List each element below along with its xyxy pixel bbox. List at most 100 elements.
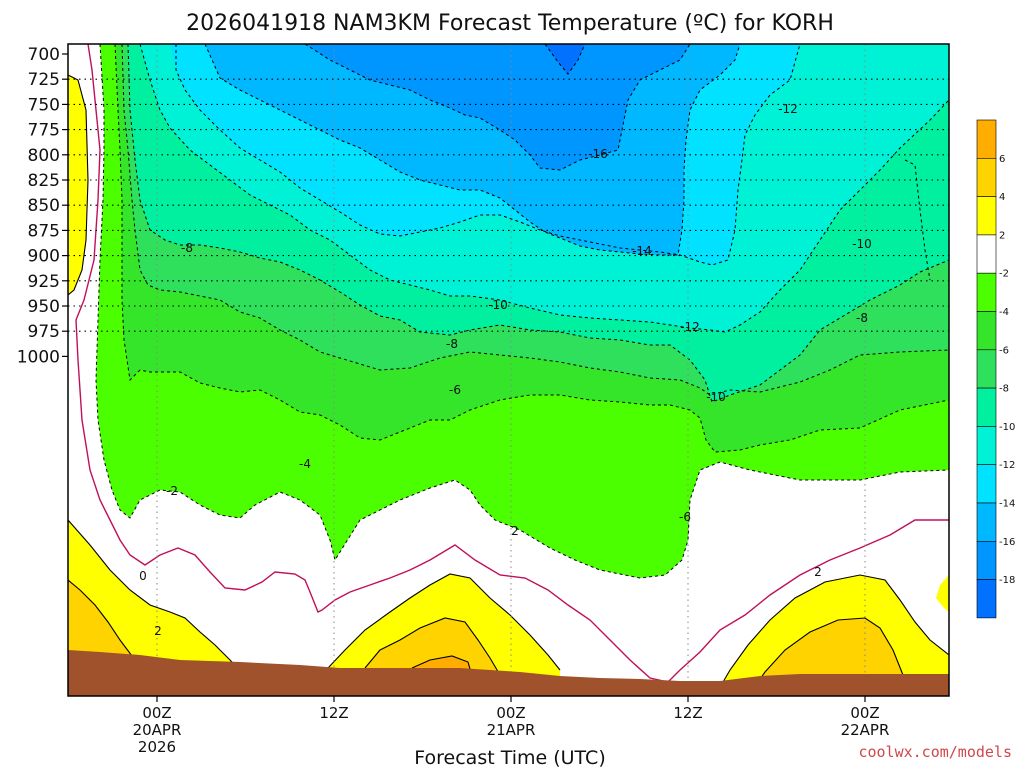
- colorbar-label: -4: [999, 307, 1009, 318]
- contour-label: -12: [680, 320, 700, 334]
- colorbar: 6 4 2 -2 -4 -6 -8 -10 -12 -14 -16 -18: [976, 119, 1015, 619]
- y-tick-label: 850: [28, 196, 60, 216]
- y-tick-label: 1000: [17, 347, 60, 367]
- contour-line-2-right: [714, 574, 949, 696]
- contour-line-minus6: [121, 44, 949, 396]
- contour-line-layer: [68, 44, 949, 696]
- colorbar-swatch: [976, 272, 997, 312]
- contour-label: -8: [446, 337, 458, 351]
- contour-label: 2: [511, 524, 519, 538]
- contour-label: -8: [181, 241, 193, 255]
- grid-layer: [68, 44, 949, 696]
- y-tick-label: 700: [28, 45, 60, 65]
- colorbar-swatch: [976, 502, 997, 542]
- contour-line-2-center: [327, 573, 561, 671]
- colorbar-swatch: [976, 387, 997, 427]
- x-tick-label: 12Z: [673, 704, 702, 722]
- temp-band-2-4-right-edge: [936, 575, 949, 612]
- colorbar-label: -16: [999, 537, 1015, 548]
- x-tick-label: 12Z: [319, 704, 348, 722]
- colorbar-swatch: [976, 464, 997, 504]
- contour-label: 0: [139, 569, 147, 583]
- credit-text: coolwx.com/models: [858, 743, 1012, 761]
- colorbar-swatch: [976, 119, 997, 159]
- y-tick-label: 800: [28, 146, 60, 166]
- x-tick-label: 20APR: [133, 721, 182, 739]
- colorbar-label: -12: [999, 460, 1015, 471]
- colorbar-label: -18: [999, 575, 1015, 586]
- contour-line-0: [75, 44, 949, 683]
- contour-label: -6: [679, 510, 691, 524]
- contour-label: -6: [449, 383, 461, 397]
- contour-line-4-right: [747, 617, 911, 696]
- temp-band-warm-left: [68, 75, 88, 295]
- temp-band-minus16-minus18: [305, 44, 690, 170]
- contour-line-4-center: [364, 617, 501, 676]
- contour-label: 2: [154, 624, 162, 638]
- contour-line-2-left: [68, 519, 241, 696]
- colorbar-swatch: [976, 311, 997, 351]
- contour-label: -16: [588, 147, 608, 161]
- contour-line-minus10-right: [904, 159, 931, 281]
- contour-line-2-top-left: [68, 74, 89, 296]
- plot-frame: [67, 43, 950, 697]
- contour-line-6-center: [411, 655, 473, 677]
- y-tick-label: 900: [28, 247, 60, 267]
- x-tick-label: 22APR: [841, 721, 890, 739]
- colorbar-label: -8: [999, 384, 1009, 395]
- y-tick-label: 975: [28, 322, 60, 342]
- y-tick-label: 825: [28, 171, 60, 191]
- contour-label: -10: [706, 390, 726, 404]
- colorbar-label: -10: [999, 422, 1015, 433]
- colorbar-label: -2: [999, 269, 1009, 280]
- colorbar-swatch: [976, 426, 997, 465]
- y-tick-label: 750: [28, 95, 60, 115]
- contour-label: -8: [856, 311, 868, 325]
- colorbar-label: 2: [999, 230, 1005, 241]
- x-tick-label: 00Z: [850, 704, 879, 722]
- colorbar-swatch: [976, 158, 997, 197]
- y-tick-label: 950: [28, 297, 60, 317]
- colorbar-label: -14: [999, 499, 1015, 510]
- contour-line-minus4: [114, 44, 949, 453]
- colorbar-label: -6: [999, 345, 1009, 356]
- colorbar-label: 6: [999, 154, 1005, 165]
- y-tick-label: 925: [28, 272, 60, 292]
- contour-label: -14: [632, 244, 652, 258]
- contour-line-minus2: [95, 44, 949, 579]
- x-tick-label: 00Z: [496, 704, 525, 722]
- contour-line-minus8: [127, 44, 949, 403]
- contour-line-minus14: [204, 44, 741, 256]
- temperature-fill-layer: [68, 44, 949, 696]
- contour-label: -2: [166, 484, 178, 498]
- colorbar-swatch: [976, 540, 997, 580]
- contour-label: -4: [299, 457, 311, 471]
- contour-label: -10: [852, 237, 872, 251]
- colorbar-swatch: [976, 349, 997, 389]
- contour-line-minus18: [544, 44, 586, 75]
- x-tick-label: 2026: [138, 738, 176, 756]
- y-tick-label: 725: [28, 70, 60, 90]
- contour-label: -10: [488, 298, 508, 312]
- colorbar-swatch: [976, 196, 997, 236]
- ground-layer: [68, 650, 949, 696]
- contour-label: -12: [778, 102, 798, 116]
- chart-title: 2026041918 NAM3KM Forecast Temperature (…: [186, 11, 834, 36]
- contour-line-minus12: [175, 44, 801, 266]
- colorbar-swatch: [976, 234, 997, 274]
- y-tick-label: 775: [28, 121, 60, 141]
- contour-label-layer: 0 -2 2 2 -4 -6 -8 -10 -12 -14 -16 -8 -6 -10 -12 2 -10 -8: [139, 102, 872, 638]
- contour-line-minus16: [304, 44, 691, 171]
- contour-label: 2: [814, 565, 822, 579]
- colorbar-label: 4: [999, 192, 1005, 203]
- temp-band-below-minus18: [545, 44, 585, 74]
- y-axis: 700 725 750 775 800 825 850 875 900 925 950 975 1000: [17, 45, 68, 367]
- x-tick-label: 21APR: [487, 721, 536, 739]
- colorbar-swatch: [976, 579, 997, 619]
- x-tick-label: 00Z: [142, 704, 171, 722]
- y-tick-label: 875: [28, 221, 60, 241]
- x-axis-label: Forecast Time (UTC): [414, 747, 605, 768]
- ground-surface: [68, 650, 949, 696]
